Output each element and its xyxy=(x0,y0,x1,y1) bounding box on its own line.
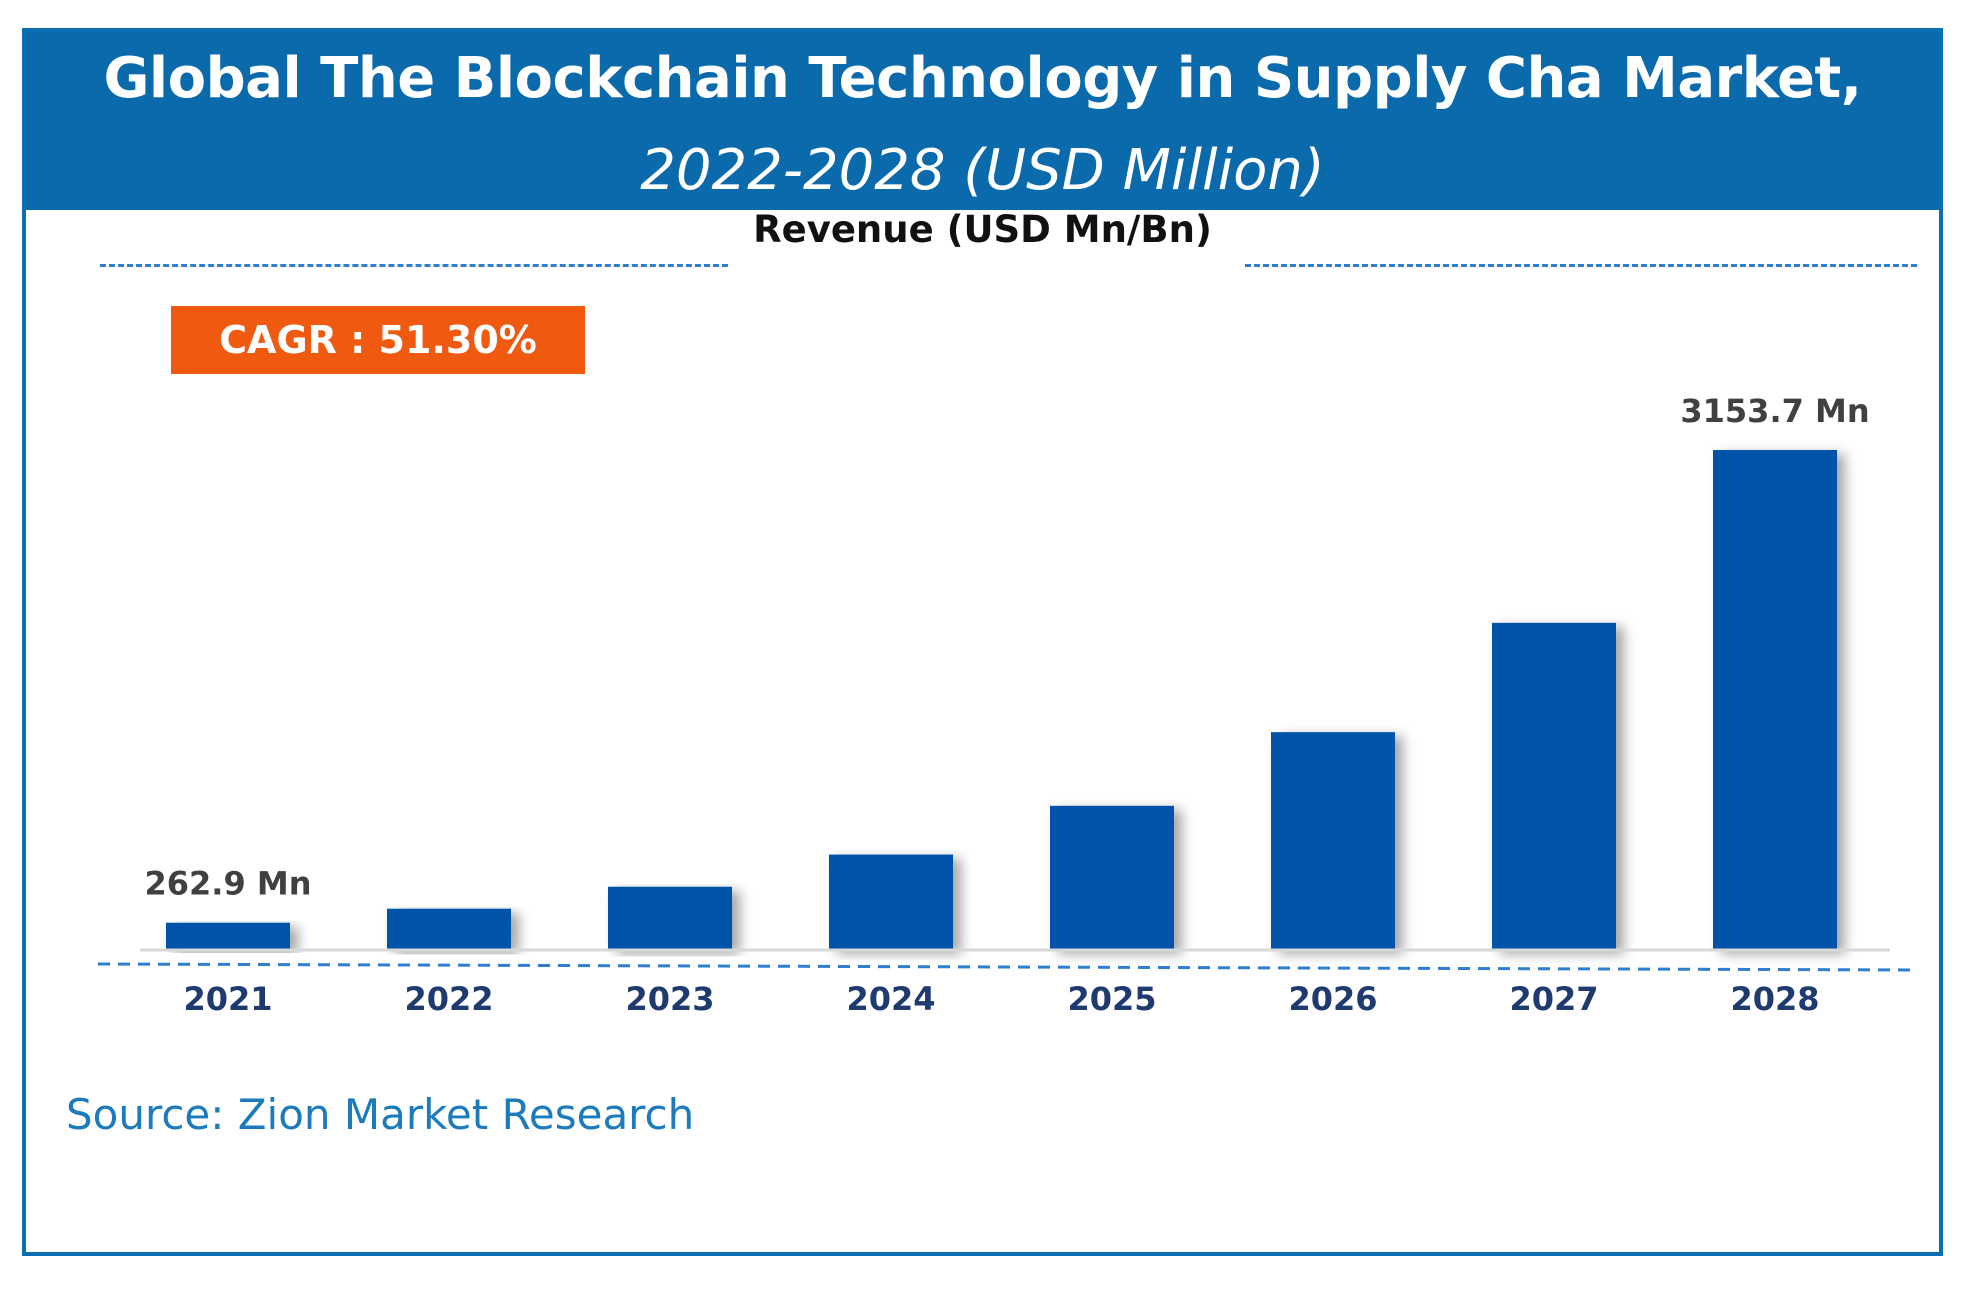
x-axis-dashed-line xyxy=(97,962,1918,972)
x-tick-2021: 2021 xyxy=(183,980,272,1018)
x-tick-group: 2021 2022 2023 2024 2025 2026 2027 2028 xyxy=(183,980,1819,1018)
chart-header: Global The Blockchain Technology in Supp… xyxy=(26,32,1939,210)
data-label-2028: 3153.7 Mn xyxy=(1680,392,1869,430)
chart-frame: Global The Blockchain Technology in Supp… xyxy=(22,28,1943,1256)
data-label-group: 262.9 Mn 3153.7 Mn xyxy=(145,392,1870,903)
bar-2022 xyxy=(387,908,511,950)
bar-2028 xyxy=(1713,450,1837,950)
x-tick-2023: 2023 xyxy=(625,980,714,1018)
x-tick-2026: 2026 xyxy=(1288,980,1377,1018)
bar-2027 xyxy=(1492,622,1616,950)
chart-subtitle: 2022-2028 (USD Million) xyxy=(640,138,1325,203)
bar-2026 xyxy=(1271,732,1395,950)
revenue-divider-right xyxy=(1245,264,1917,267)
x-tick-2027: 2027 xyxy=(1509,980,1598,1018)
x-tick-2024: 2024 xyxy=(846,980,935,1018)
bar-2021 xyxy=(166,922,290,950)
cagr-badge: CAGR : 51.30% xyxy=(171,306,585,374)
bar-2023 xyxy=(608,886,732,950)
x-tick-2028: 2028 xyxy=(1730,980,1819,1018)
chart-title: Global The Blockchain Technology in Supp… xyxy=(103,46,1862,111)
bar-group xyxy=(166,450,1837,950)
bar-2024 xyxy=(829,854,953,950)
bar-2025 xyxy=(1050,805,1174,950)
data-label-2021: 262.9 Mn xyxy=(145,865,312,903)
revenue-divider-left xyxy=(100,264,728,267)
x-tick-2022: 2022 xyxy=(404,980,493,1018)
source-note: Source: Zion Market Research xyxy=(66,1090,695,1139)
y-axis-label: Revenue (USD Mn/Bn) xyxy=(753,208,1212,251)
x-tick-2025: 2025 xyxy=(1067,980,1156,1018)
